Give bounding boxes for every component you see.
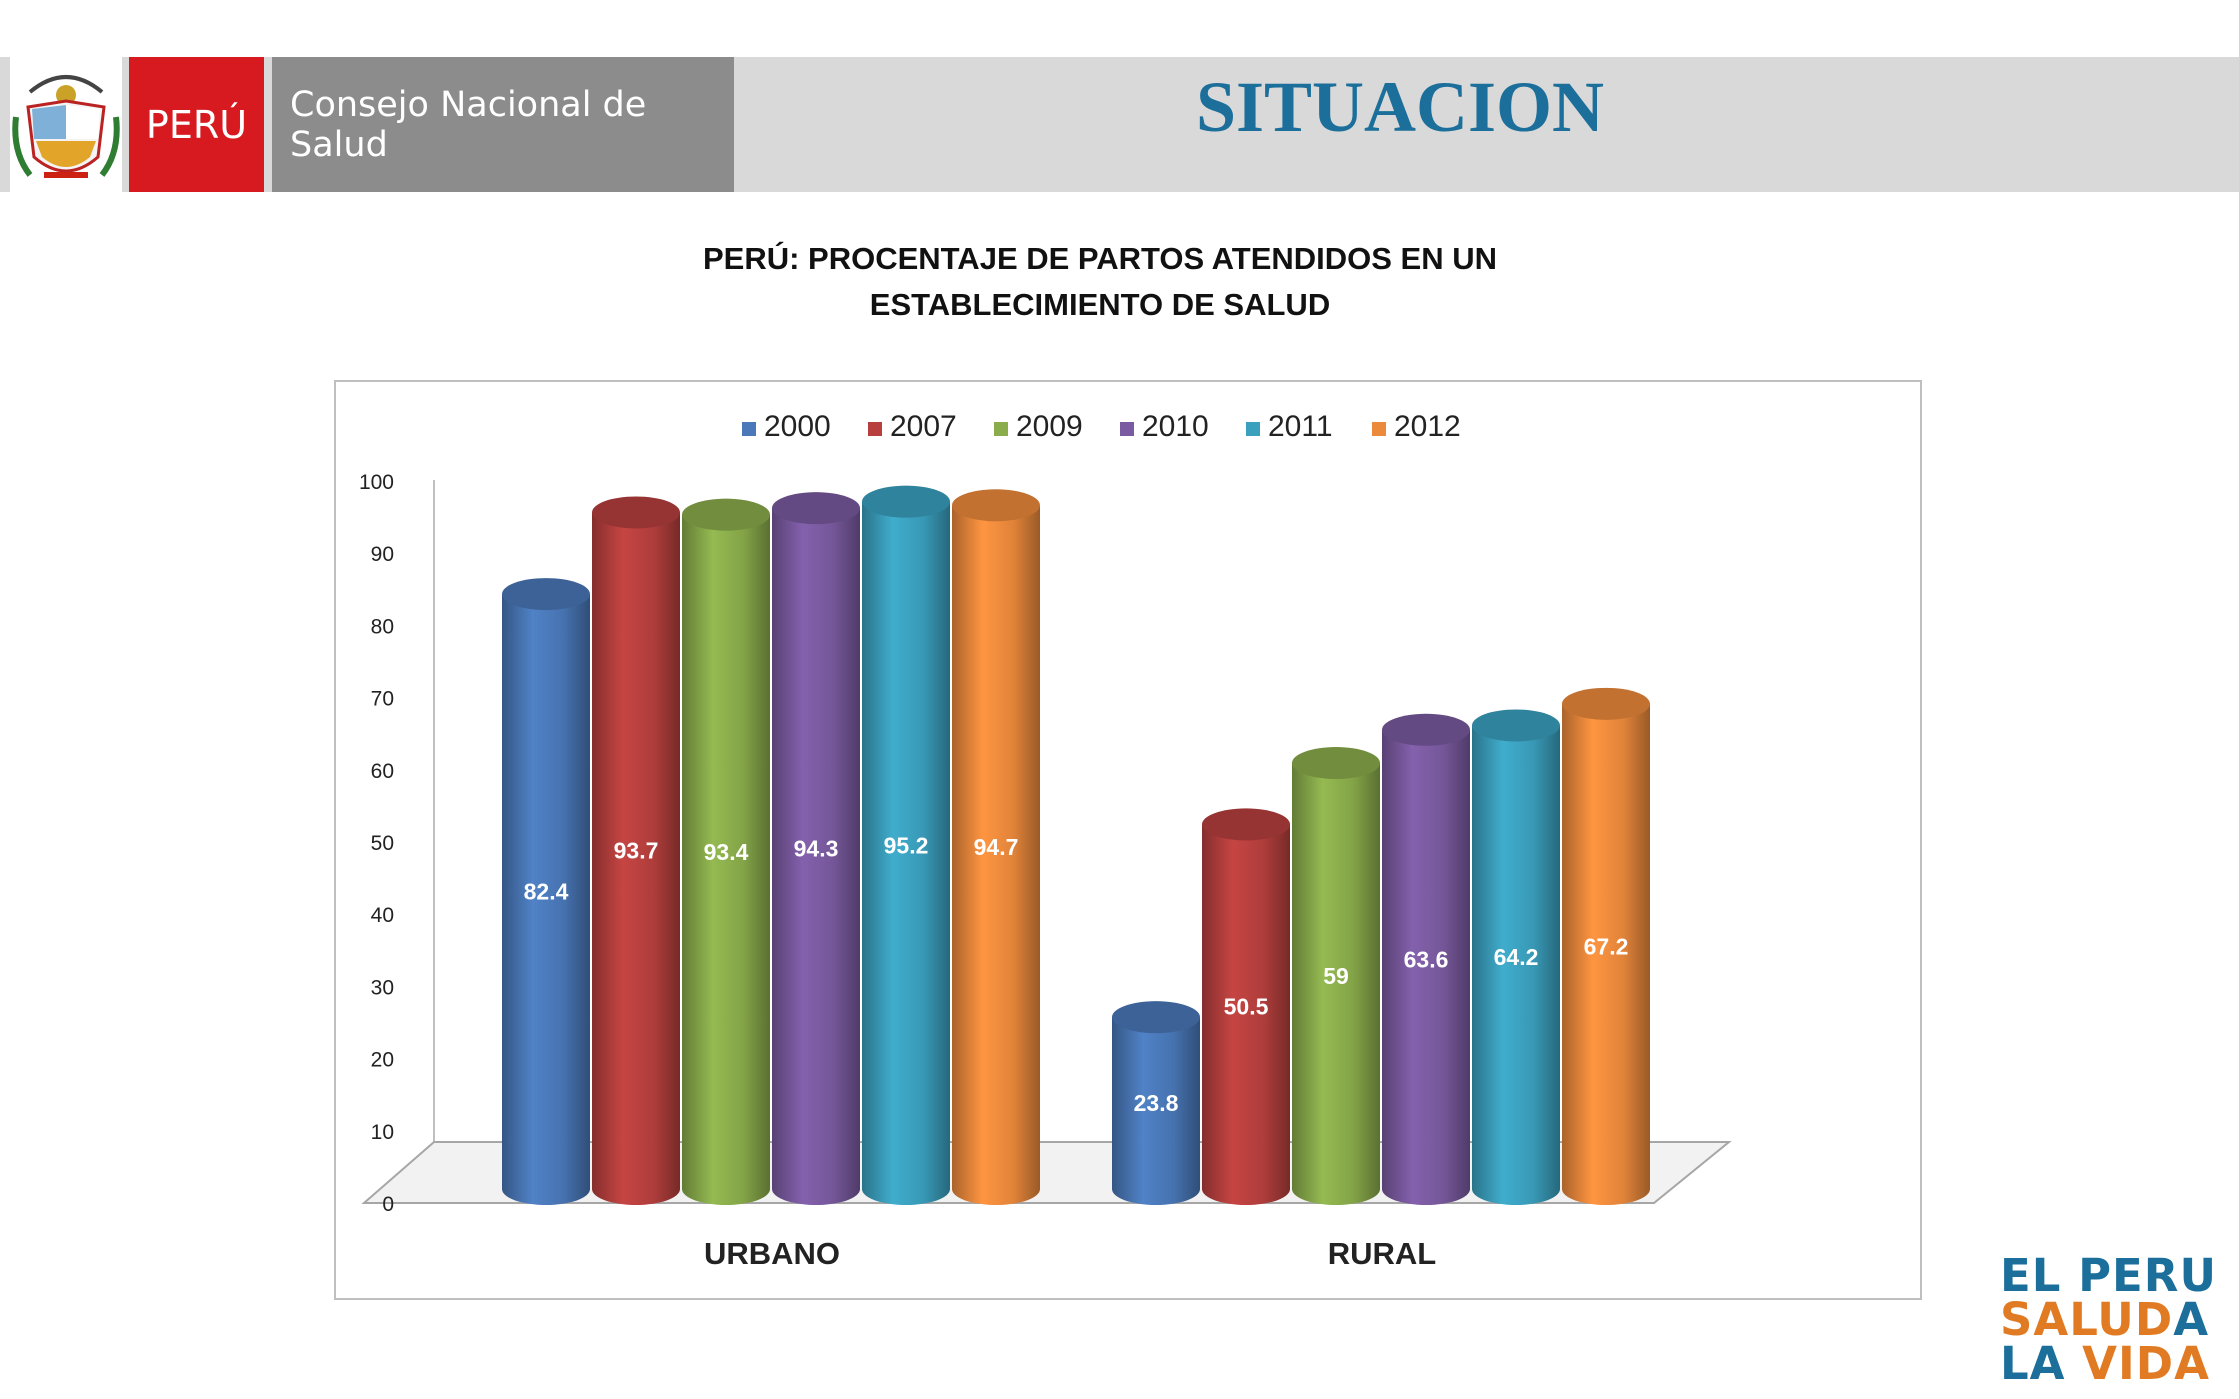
x-category-label: URBANO: [704, 1236, 840, 1271]
data-label: 23.8: [1134, 1090, 1179, 1116]
bar-top: [1562, 687, 1650, 720]
legend-swatch: [868, 422, 882, 436]
y-tick-label: 90: [371, 543, 394, 566]
organization-logo-box: Consejo Nacional de Salud: [272, 57, 734, 192]
legend-swatch: [1372, 422, 1386, 436]
data-label: 50.5: [1224, 994, 1269, 1020]
data-label: 82.4: [524, 879, 569, 905]
organization-name: Consejo Nacional de Salud: [290, 84, 647, 165]
bar-top: [502, 578, 590, 611]
bar: [1202, 824, 1290, 1205]
legend-label: 2010: [1142, 410, 1209, 443]
data-label: 59: [1323, 963, 1349, 989]
chart-title-line2: ESTABLECIMIENTO DE SALUD: [869, 287, 1331, 322]
coat-of-arms-logo: [10, 57, 122, 192]
bar: [952, 505, 1040, 1205]
bar: [1562, 703, 1650, 1205]
data-label: 94.3: [794, 836, 839, 862]
slogan: EL PERU SALUDA LA VIDA: [2000, 1249, 2230, 1386]
bar-top: [952, 489, 1040, 522]
bar-top: [772, 492, 860, 525]
bar-top: [1202, 808, 1290, 841]
data-label: 64.2: [1494, 944, 1539, 970]
legend-label: 2007: [890, 410, 957, 443]
chart-title-line1: PERÚ: PROCENTAJE DE PARTOS ATENDIDOS EN …: [702, 241, 1498, 276]
y-tick-label: 0: [382, 1193, 394, 1216]
y-tick-label: 10: [371, 1121, 394, 1144]
legend-label: 2012: [1394, 410, 1461, 443]
legend-label: 2011: [1268, 410, 1333, 443]
bar-chart: 0 10 20 30 40 50 60 70 80 90 100 82.4 93.7 93.4 94.3 95…: [359, 410, 1732, 1271]
legend-label: 2009: [1016, 410, 1083, 443]
peru-logo-box: PERÚ: [129, 57, 264, 192]
data-label: 94.7: [974, 834, 1019, 860]
bar-top: [1472, 709, 1560, 742]
slogan-line3-b: VIDA: [2082, 1337, 2210, 1390]
y-tick-label: 100: [359, 471, 394, 494]
data-label: 93.4: [704, 839, 749, 865]
bar-top: [592, 496, 680, 529]
bar-top: [1382, 713, 1470, 746]
y-tick-label: 50: [371, 832, 394, 855]
bar: [682, 514, 770, 1205]
bar: [1112, 1017, 1200, 1205]
y-tick-label: 20: [371, 1049, 394, 1072]
bar: [1472, 725, 1560, 1205]
legend-swatch: [1246, 422, 1260, 436]
data-label: 95.2: [884, 832, 929, 858]
bar-top: [1292, 747, 1380, 780]
slogan-line3: LA VIDA: [2000, 1341, 2230, 1386]
chart-title: PERÚ: PROCENTAJE DE PARTOS ATENDIDOS EN …: [600, 236, 1600, 328]
legend-swatch: [1120, 422, 1134, 436]
peru-logo-text: PERÚ: [145, 102, 248, 147]
bar: [502, 594, 590, 1205]
bar: [772, 508, 860, 1205]
y-tick-label: 70: [371, 688, 394, 711]
slogan-line2-b: A: [2173, 1293, 2210, 1346]
legend-label: 2000: [764, 410, 831, 443]
y-tick-label: 80: [371, 615, 394, 638]
data-label: 63.6: [1404, 946, 1449, 972]
y-tick-label: 60: [371, 760, 394, 783]
slogan-line2: SALUDA: [2000, 1297, 2230, 1342]
bar-top: [862, 485, 950, 518]
page-title: SITUACION: [1195, 67, 1605, 147]
y-tick-label: 40: [371, 904, 394, 927]
bar: [862, 501, 950, 1205]
legend-swatch: [742, 422, 756, 436]
bar: [1382, 729, 1470, 1205]
legend-swatch: [994, 422, 1008, 436]
bar: [592, 512, 680, 1205]
bar-top: [1112, 1001, 1200, 1034]
data-label: 93.7: [614, 838, 659, 864]
slogan-line3-a: LA: [2000, 1337, 2083, 1390]
slogan-line1: EL PERU: [2000, 1249, 2217, 1302]
y-tick-label: 30: [371, 976, 394, 999]
bar-top: [682, 498, 770, 531]
x-category-label: RURAL: [1328, 1236, 1437, 1271]
bar: [1292, 763, 1380, 1205]
slogan-line2-a: SALUD: [2000, 1293, 2174, 1346]
data-label: 67.2: [1584, 933, 1629, 959]
